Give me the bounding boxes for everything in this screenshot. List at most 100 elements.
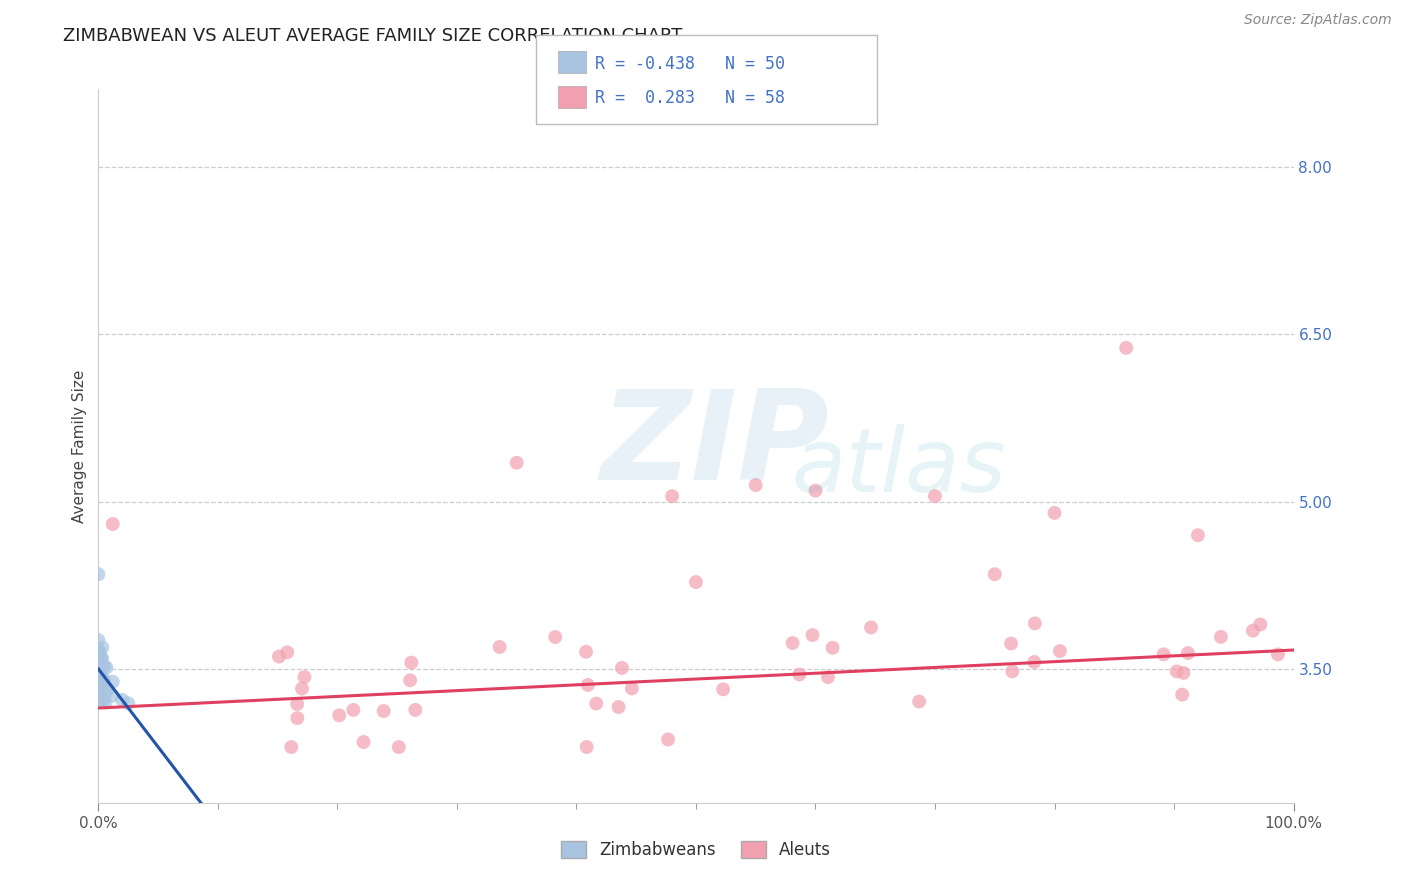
Point — [575, 645, 598, 659]
Point — [87, 676, 110, 690]
Point — [87, 567, 110, 582]
Point — [89, 655, 111, 669]
Point — [267, 649, 290, 664]
Point — [111, 693, 134, 707]
Point — [575, 740, 598, 755]
Point — [401, 656, 423, 670]
Point — [89, 656, 111, 670]
Point — [399, 673, 422, 688]
Text: atlas: atlas — [792, 425, 1007, 510]
Point — [87, 690, 110, 704]
Point — [291, 681, 314, 696]
Point — [1187, 528, 1209, 542]
Point — [1177, 646, 1199, 660]
Point — [87, 645, 110, 659]
Text: R =  0.283   N = 58: R = 0.283 N = 58 — [595, 89, 785, 107]
Text: ZIP: ZIP — [600, 385, 830, 507]
Point — [101, 689, 124, 703]
Point — [89, 672, 111, 686]
Point — [404, 703, 426, 717]
Point — [1153, 648, 1175, 662]
Point — [87, 687, 110, 701]
Point — [294, 670, 316, 684]
Point — [353, 735, 375, 749]
Point — [96, 660, 118, 674]
Point — [89, 656, 111, 670]
Point — [924, 489, 946, 503]
Point — [789, 667, 811, 681]
Point — [93, 673, 115, 687]
Point — [1209, 630, 1232, 644]
Point — [90, 667, 112, 681]
Point — [285, 711, 308, 725]
Text: Source: ZipAtlas.com: Source: ZipAtlas.com — [1244, 13, 1392, 28]
Point — [373, 704, 395, 718]
Point — [1043, 506, 1066, 520]
Text: R = -0.438   N = 50: R = -0.438 N = 50 — [595, 55, 785, 73]
Point — [657, 732, 679, 747]
Point — [1171, 688, 1194, 702]
Y-axis label: Average Family Size: Average Family Size — [72, 369, 87, 523]
Point — [576, 678, 599, 692]
Point — [90, 651, 112, 665]
Point — [94, 696, 117, 710]
Point — [1024, 616, 1046, 631]
Point — [685, 574, 707, 589]
Point — [1166, 665, 1188, 679]
Point — [89, 648, 111, 663]
Point — [908, 694, 931, 708]
Point — [89, 684, 111, 698]
Point — [87, 673, 110, 687]
Point — [87, 674, 110, 689]
Point — [711, 682, 734, 697]
Point — [1000, 636, 1022, 650]
Point — [488, 640, 510, 654]
Point — [91, 689, 114, 703]
Point — [87, 633, 110, 648]
Point — [1267, 648, 1289, 662]
Point — [90, 676, 112, 690]
Point — [90, 694, 112, 708]
Point — [610, 661, 633, 675]
Point — [342, 703, 364, 717]
Point — [1115, 341, 1137, 355]
Point — [1049, 644, 1071, 658]
Point — [243, 846, 266, 860]
Point — [87, 661, 110, 675]
Point — [101, 674, 124, 689]
Point — [388, 740, 411, 755]
Point — [87, 643, 110, 657]
Point — [91, 657, 114, 672]
Point — [607, 700, 630, 714]
Text: ZIMBABWEAN VS ALEUT AVERAGE FAMILY SIZE CORRELATION CHART: ZIMBABWEAN VS ALEUT AVERAGE FAMILY SIZE … — [63, 27, 683, 45]
Point — [90, 680, 112, 694]
Point — [93, 692, 115, 706]
Point — [821, 640, 844, 655]
Point — [93, 659, 115, 673]
Point — [1024, 655, 1046, 669]
Point — [804, 483, 827, 498]
Point — [89, 647, 111, 661]
Point — [97, 681, 120, 696]
Point — [1001, 665, 1024, 679]
Point — [87, 682, 110, 697]
Point — [620, 681, 643, 696]
Point — [89, 665, 111, 679]
Point — [90, 659, 112, 673]
Point — [1241, 624, 1264, 638]
Point — [280, 740, 302, 755]
Point — [506, 456, 529, 470]
Point — [91, 640, 114, 655]
Point — [87, 692, 110, 706]
Point — [87, 659, 110, 673]
Point — [90, 682, 112, 697]
Point — [817, 670, 839, 684]
Point — [745, 478, 768, 492]
Point — [328, 708, 350, 723]
Point — [91, 651, 114, 665]
Point — [1249, 617, 1271, 632]
Legend: Zimbabweans, Aleuts: Zimbabweans, Aleuts — [554, 834, 838, 866]
Point — [661, 489, 683, 503]
Point — [801, 628, 824, 642]
Point — [89, 669, 111, 683]
